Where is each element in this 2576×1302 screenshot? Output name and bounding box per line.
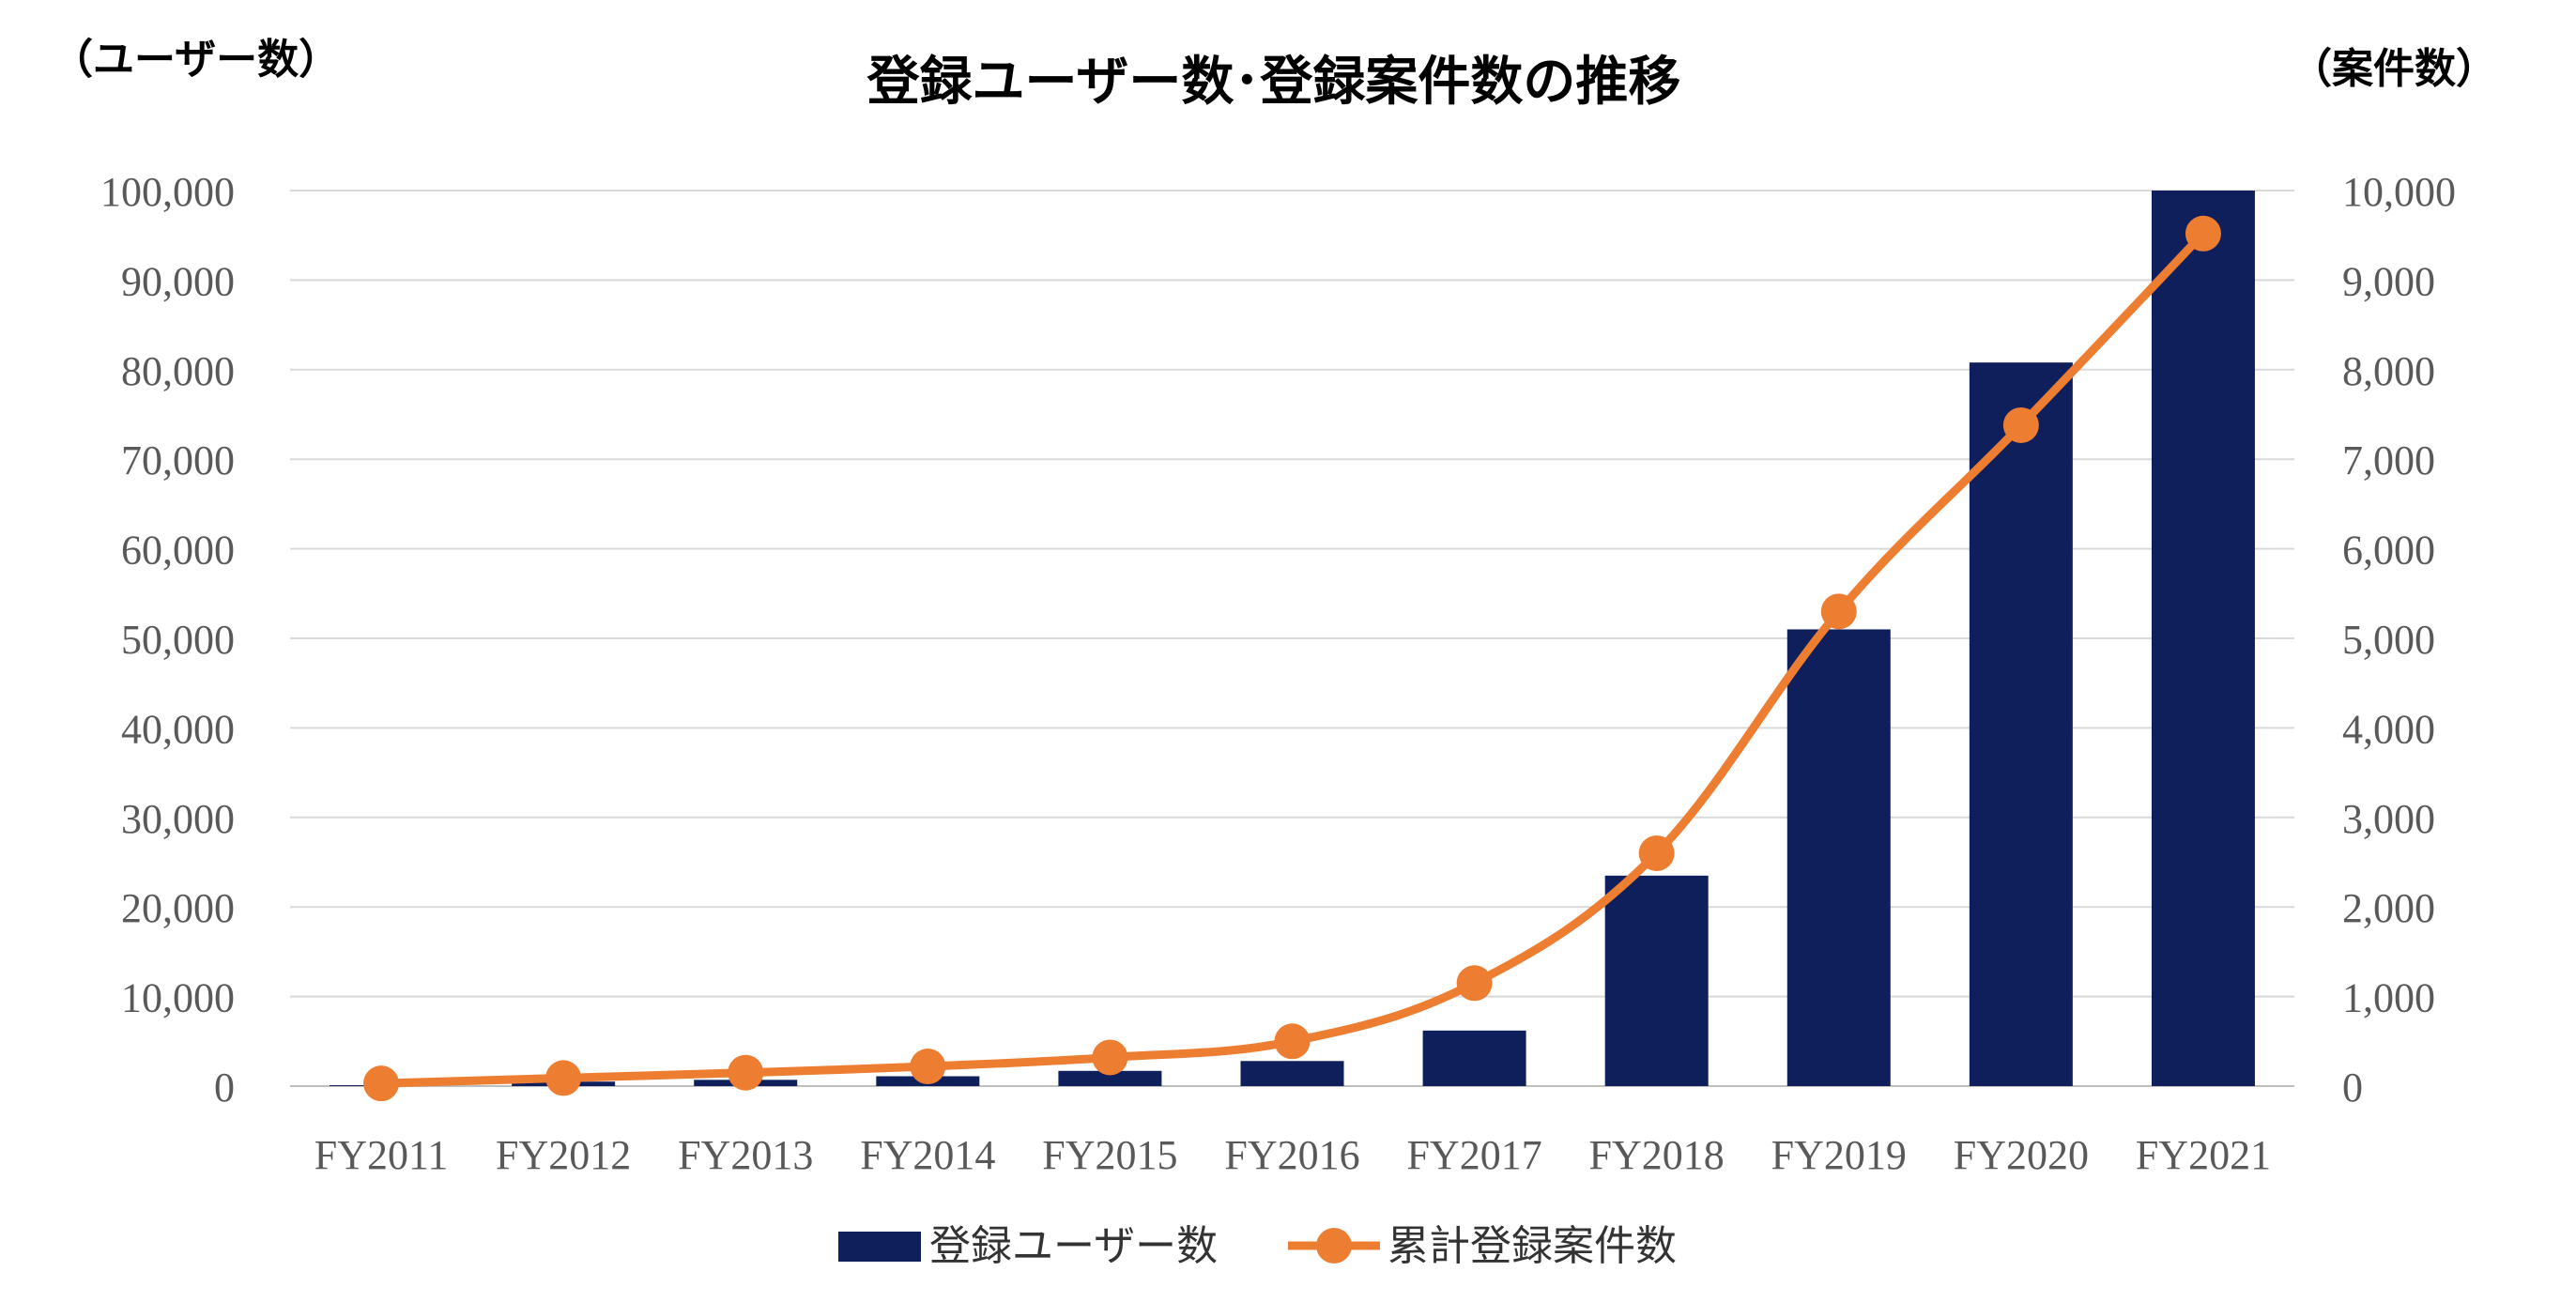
left-tick-label: 20,000 [121, 885, 235, 931]
left-tick-label: 70,000 [121, 437, 235, 483]
x-tick-label: FY2019 [1771, 1132, 1907, 1178]
left-tick-label: 80,000 [121, 348, 235, 394]
grid-lines [290, 190, 2294, 1087]
x-tick-label: FY2013 [678, 1132, 813, 1178]
line-point [1456, 965, 1493, 1002]
series-line [380, 230, 2207, 1088]
x-tick-label: FY2018 [1589, 1132, 1725, 1178]
legend-swatch-users [838, 1232, 921, 1262]
left-tick-label: 30,000 [121, 796, 235, 842]
right-tick-label: 5,000 [2342, 617, 2435, 663]
right-tick-label: 0 [2342, 1065, 2363, 1111]
left-tick-label: 40,000 [121, 706, 235, 752]
right-tick-label: 2,000 [2342, 885, 2435, 931]
bar [2151, 191, 2255, 1086]
left-tick-label: 50,000 [121, 617, 235, 663]
legend-label-users: 登録ユーザー数 [929, 1222, 1218, 1270]
right-tick-label: 6,000 [2342, 528, 2435, 574]
right-axis-label: （案件数） [2291, 45, 2497, 93]
right-tick-label: 3,000 [2342, 796, 2435, 842]
x-tick-label: FY2014 [860, 1132, 995, 1178]
right-tick-label: 10,000 [2342, 169, 2456, 215]
left-tick-label: 0 [214, 1065, 235, 1111]
right-tick-label: 4,000 [2342, 706, 2435, 752]
legend-label-projects: 累計登録案件数 [1388, 1222, 1677, 1270]
left-tick-label: 100,000 [100, 169, 235, 215]
left-tick-label: 60,000 [121, 528, 235, 574]
line-point [1638, 835, 1675, 871]
legend-marker-projects [1316, 1228, 1352, 1264]
line-series [363, 215, 2221, 1102]
x-tick-label: FY2016 [1224, 1132, 1359, 1178]
right-tick-label: 1,000 [2342, 975, 2435, 1021]
bar [1786, 629, 1891, 1086]
x-axis-ticks: FY2011 FY2012 FY2013 FY2014 FY2015 FY2016 FY20… [314, 1132, 2271, 1178]
line-point [1820, 593, 1857, 630]
x-tick-label: FY2011 [314, 1132, 449, 1178]
left-axis-ticks: 0 10,000 20,000 30,000 40,000 50,000 60,000 70,… [100, 169, 235, 1111]
line-point [2002, 406, 2039, 443]
x-tick-label: FY2017 [1406, 1132, 1541, 1178]
bar [1422, 1030, 1526, 1086]
bar-series [330, 191, 2255, 1087]
line-point [1274, 1023, 1311, 1060]
x-tick-label: FY2021 [2136, 1132, 2271, 1178]
legend: 登録ユーザー数 累計登録案件数 [838, 1222, 1677, 1270]
left-axis-label: （ユーザー数） [52, 36, 340, 84]
bar [1969, 362, 2073, 1087]
x-tick-label: FY2015 [1042, 1132, 1177, 1178]
line-point [728, 1054, 764, 1091]
left-tick-label: 10,000 [121, 975, 235, 1021]
x-tick-label: FY2020 [1954, 1132, 2089, 1178]
bar [1240, 1061, 1344, 1086]
right-tick-label: 8,000 [2342, 348, 2435, 394]
bar [1058, 1070, 1162, 1086]
left-tick-label: 90,000 [121, 258, 235, 304]
right-tick-label: 7,000 [2342, 437, 2435, 483]
right-tick-label: 9,000 [2342, 258, 2435, 304]
line-point [2185, 215, 2221, 252]
line-point [910, 1049, 946, 1085]
line-point [363, 1065, 400, 1102]
line-point [545, 1060, 582, 1096]
right-axis-ticks: 0 1,000 2,000 3,000 4,000 5,000 6,000 7,000 8,00… [2342, 169, 2456, 1111]
line-point [1092, 1039, 1128, 1076]
chart-title: 登録ユーザー数･登録案件数の推移 [866, 52, 1681, 113]
x-tick-label: FY2012 [496, 1132, 631, 1178]
bar [1604, 875, 1709, 1086]
